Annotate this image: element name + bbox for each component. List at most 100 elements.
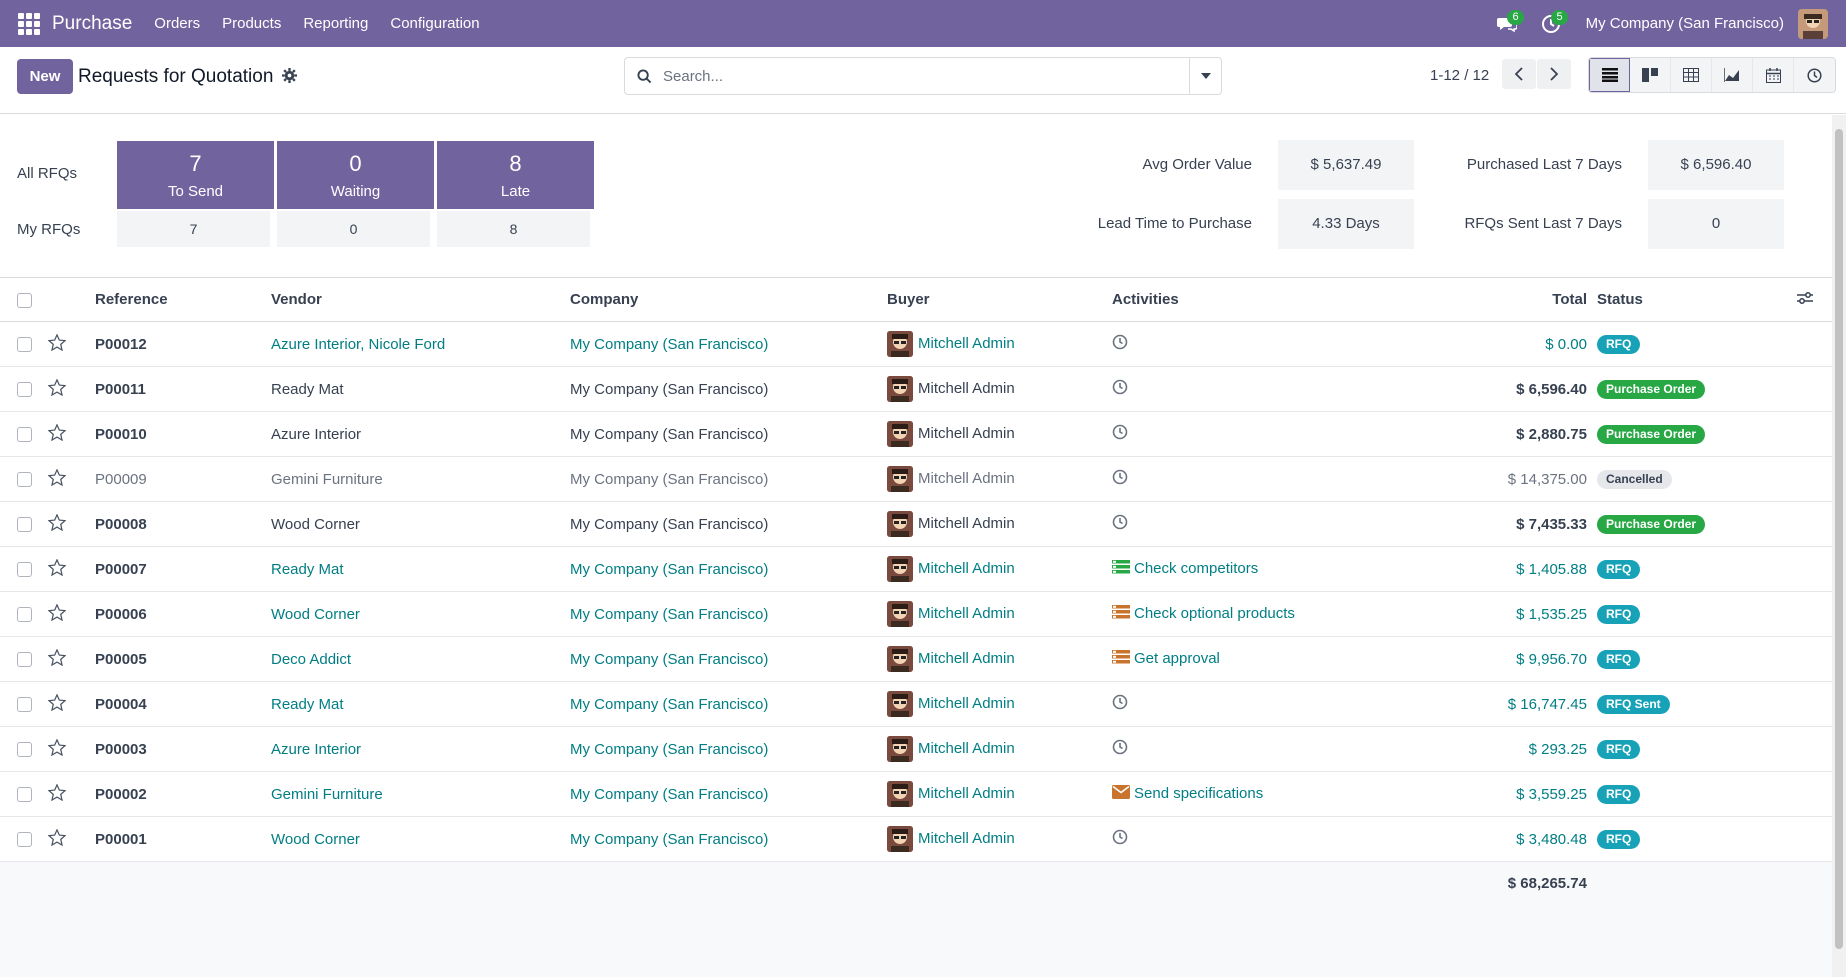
row-activity[interactable]: Check competitors: [1134, 559, 1259, 577]
row-reference[interactable]: P00002: [95, 785, 147, 803]
todo-list-icon[interactable]: [1112, 605, 1130, 623]
activity-clock-icon[interactable]: [1112, 694, 1128, 714]
row-buyer[interactable]: Mitchell Admin: [918, 424, 1015, 442]
row-activity[interactable]: Send specifications: [1134, 784, 1264, 802]
new-button[interactable]: New: [17, 59, 73, 94]
star-icon[interactable]: [47, 467, 67, 490]
table-row[interactable]: P00012 Azure Interior, Nicole Ford My Comp…: [0, 322, 1832, 367]
activity-clock-icon[interactable]: [1112, 514, 1128, 534]
activity-clock-icon[interactable]: [1112, 829, 1128, 849]
table-row[interactable]: P00008 Wood Corner My Company (San Francis…: [0, 502, 1832, 547]
row-reference[interactable]: P00008: [95, 515, 147, 533]
tile-to-send[interactable]: 7 To Send: [117, 141, 274, 209]
row-reference[interactable]: P00009: [95, 470, 147, 488]
row-buyer[interactable]: Mitchell Admin: [918, 829, 1015, 847]
row-reference[interactable]: P00006: [95, 605, 147, 623]
row-checkbox[interactable]: [17, 517, 32, 533]
star-icon[interactable]: [47, 737, 67, 760]
pivot-view-button[interactable]: [1671, 58, 1712, 92]
row-activity[interactable]: Get approval: [1134, 649, 1220, 667]
row-company[interactable]: My Company (San Francisco): [570, 650, 769, 668]
activity-view-button[interactable]: [1794, 58, 1835, 92]
row-vendor[interactable]: Ready Mat: [271, 695, 344, 713]
row-buyer[interactable]: Mitchell Admin: [918, 379, 1015, 397]
user-avatar[interactable]: [1798, 8, 1828, 39]
row-checkbox[interactable]: [17, 697, 32, 713]
row-company[interactable]: My Company (San Francisco): [570, 695, 769, 713]
row-buyer[interactable]: Mitchell Admin: [918, 649, 1015, 667]
select-all-checkbox[interactable]: [17, 292, 32, 308]
todo-list-icon[interactable]: [1112, 560, 1130, 578]
star-icon[interactable]: [47, 512, 67, 535]
my-waiting[interactable]: 0: [277, 211, 430, 247]
row-company[interactable]: My Company (San Francisco): [570, 425, 769, 443]
company-switcher[interactable]: My Company (San Francisco): [1585, 15, 1784, 32]
row-reference[interactable]: P00011: [95, 380, 146, 398]
row-company[interactable]: My Company (San Francisco): [570, 605, 769, 623]
header-company[interactable]: Company: [570, 291, 639, 308]
row-checkbox[interactable]: [17, 382, 32, 398]
row-reference[interactable]: P00012: [95, 335, 147, 353]
row-reference[interactable]: P00005: [95, 650, 147, 668]
search-options-toggle[interactable]: [1189, 58, 1221, 94]
row-company[interactable]: My Company (San Francisco): [570, 740, 769, 758]
table-row[interactable]: P00009 Gemini Furniture My Company (San Fr…: [0, 457, 1832, 502]
row-buyer[interactable]: Mitchell Admin: [918, 514, 1015, 532]
activity-clock-icon[interactable]: [1112, 379, 1128, 399]
row-vendor[interactable]: Azure Interior: [271, 740, 362, 758]
row-buyer[interactable]: Mitchell Admin: [918, 694, 1015, 712]
my-late[interactable]: 8: [437, 211, 590, 247]
row-vendor[interactable]: Azure Interior, Nicole Ford: [271, 335, 446, 353]
header-status[interactable]: Status: [1597, 291, 1643, 308]
activity-clock-icon[interactable]: [1112, 424, 1128, 444]
row-vendor[interactable]: Wood Corner: [271, 830, 360, 848]
row-company[interactable]: My Company (San Francisco): [570, 830, 769, 848]
table-row[interactable]: P00001 Wood Corner My Company (San Francis…: [0, 817, 1832, 862]
header-total[interactable]: Total: [1552, 291, 1587, 308]
row-checkbox[interactable]: [17, 472, 32, 488]
pager-previous-button[interactable]: [1502, 59, 1536, 89]
menu-reporting[interactable]: Reporting: [303, 15, 369, 32]
table-row[interactable]: P00007 Ready Mat My Company (San Francisco…: [0, 547, 1832, 592]
row-reference[interactable]: P00003: [95, 740, 147, 758]
table-row[interactable]: P00004 Ready Mat My Company (San Francisco…: [0, 682, 1832, 727]
messages-button[interactable]: 6: [1490, 9, 1524, 39]
activity-clock-icon[interactable]: [1112, 739, 1128, 759]
graph-view-button[interactable]: [1712, 58, 1753, 92]
row-checkbox[interactable]: [17, 337, 32, 353]
row-checkbox[interactable]: [17, 832, 32, 848]
table-row[interactable]: P00011 Ready Mat My Company (San Francisco…: [0, 367, 1832, 412]
table-row[interactable]: P00010 Azure Interior My Company (San Fran…: [0, 412, 1832, 457]
row-buyer[interactable]: Mitchell Admin: [918, 739, 1015, 757]
row-buyer[interactable]: Mitchell Admin: [918, 559, 1015, 577]
menu-orders[interactable]: Orders: [154, 15, 201, 32]
row-checkbox[interactable]: [17, 742, 32, 758]
row-company[interactable]: My Company (San Francisco): [570, 515, 769, 533]
app-switcher-icon[interactable]: [18, 12, 40, 35]
menu-configuration[interactable]: Configuration: [390, 15, 480, 32]
pager-next-button[interactable]: [1537, 59, 1571, 89]
table-row[interactable]: P00003 Azure Interior My Company (San Fran…: [0, 727, 1832, 772]
row-vendor[interactable]: Ready Mat: [271, 380, 344, 398]
row-reference[interactable]: P00010: [95, 425, 147, 443]
tile-late[interactable]: 8 Late: [437, 141, 594, 209]
column-settings-icon[interactable]: [1797, 278, 1832, 322]
activities-button[interactable]: 5: [1534, 9, 1568, 39]
activity-clock-icon[interactable]: [1112, 469, 1128, 489]
list-view-button[interactable]: [1589, 58, 1630, 92]
row-vendor[interactable]: Ready Mat: [271, 560, 344, 578]
table-row[interactable]: P00002 Gemini Furniture My Company (San Fr…: [0, 772, 1832, 817]
menu-products[interactable]: Products: [222, 15, 282, 32]
kanban-view-button[interactable]: [1630, 58, 1671, 92]
star-icon[interactable]: [47, 377, 67, 400]
row-company[interactable]: My Company (San Francisco): [570, 785, 769, 803]
star-icon[interactable]: [47, 782, 67, 805]
row-vendor[interactable]: Gemini Furniture: [271, 785, 383, 803]
row-buyer[interactable]: Mitchell Admin: [918, 469, 1015, 487]
header-vendor[interactable]: Vendor: [271, 291, 322, 308]
email-icon[interactable]: [1112, 785, 1130, 803]
row-company[interactable]: My Company (San Francisco): [570, 380, 769, 398]
my-to-send[interactable]: 7: [117, 211, 270, 247]
activity-clock-icon[interactable]: [1112, 334, 1128, 354]
star-icon[interactable]: [47, 557, 67, 580]
